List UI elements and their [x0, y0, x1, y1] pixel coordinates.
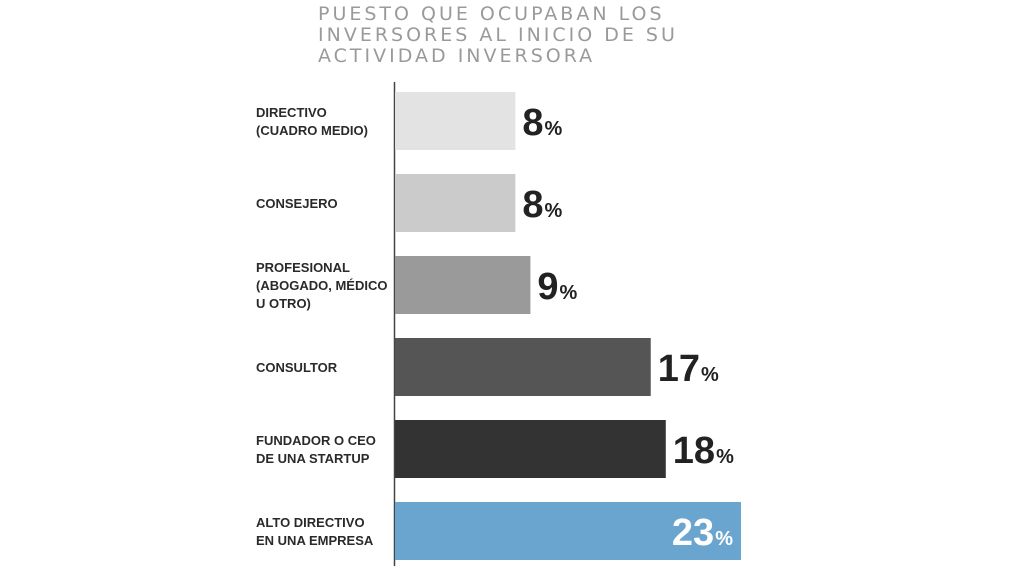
bar-group: ALTO DIRECTIVO EN UNA EMPRESA 23%: [256, 502, 741, 560]
value-number: 8: [522, 184, 543, 226]
bar: [395, 256, 531, 314]
value-number: 17: [658, 348, 700, 390]
bar-group: FUNDADOR O CEO DE UNA STARTUP 18%: [256, 420, 734, 478]
category-label: CONSULTOR: [256, 360, 338, 375]
value-unit: %: [560, 282, 578, 304]
value-unit: %: [716, 446, 734, 468]
value-label: 17%: [658, 348, 719, 390]
category-label: DIRECTIVO (CUADRO MEDIO): [256, 105, 368, 138]
bar-group: PROFESIONAL (ABOGADO, MÉDICO U OTRO) 9%: [256, 256, 578, 314]
title-line-1: PUESTO QUE OCUPABAN LOS: [318, 3, 665, 25]
category-label: FUNDADOR O CEO DE UNA STARTUP: [256, 433, 376, 466]
category-label-line: U OTRO): [256, 296, 311, 311]
category-label-line: EN UNA EMPRESA: [256, 533, 374, 548]
bar-group: CONSULTOR 17%: [256, 338, 719, 396]
category-label-line: FUNDADOR O CEO: [256, 433, 376, 448]
bar: [395, 502, 741, 560]
bars-layer: DIRECTIVO (CUADRO MEDIO) 8%CONSEJERO 8%PROF…: [256, 92, 741, 560]
title-line-2: INVERSORES AL INICIO DE SU: [318, 24, 678, 46]
value-number: 23: [672, 512, 714, 554]
bar-group: CONSEJERO 8%: [256, 174, 562, 232]
category-label: ALTO DIRECTIVO EN UNA EMPRESA: [256, 515, 374, 548]
value-number: 18: [673, 430, 715, 472]
bar-group: DIRECTIVO (CUADRO MEDIO) 8%: [256, 92, 562, 150]
value-unit: %: [715, 528, 733, 550]
value-label: 8%: [522, 102, 562, 144]
bar: [395, 420, 666, 478]
bar: [395, 92, 516, 150]
category-label-line: PROFESIONAL: [256, 260, 350, 275]
category-label-line: CONSULTOR: [256, 360, 338, 375]
value-unit: %: [544, 118, 562, 140]
value-unit: %: [701, 364, 719, 386]
title-line-3: ACTIVIDAD INVERSORA: [318, 45, 596, 67]
category-label-line: ALTO DIRECTIVO: [256, 515, 365, 530]
category-label-line: DIRECTIVO: [256, 105, 327, 120]
category-label-line: CONSEJERO: [256, 196, 338, 211]
category-label-line: (CUADRO MEDIO): [256, 123, 368, 138]
value-number: 9: [537, 266, 558, 308]
value-label: 23%: [672, 512, 733, 554]
bar: [395, 338, 651, 396]
value-label: 18%: [673, 430, 734, 472]
category-label-line: (ABOGADO, MÉDICO: [256, 278, 387, 293]
chart-title: PUESTO QUE OCUPABAN LOS INVERSORES AL IN…: [318, 4, 738, 67]
value-unit: %: [544, 200, 562, 222]
value-number: 8: [522, 102, 543, 144]
value-label: 8%: [522, 184, 562, 226]
category-label-line: DE UNA STARTUP: [256, 451, 370, 466]
category-label: PROFESIONAL (ABOGADO, MÉDICO U OTRO): [256, 260, 387, 311]
value-label: 9%: [537, 266, 577, 308]
category-label: CONSEJERO: [256, 196, 338, 211]
bar: [395, 174, 516, 232]
